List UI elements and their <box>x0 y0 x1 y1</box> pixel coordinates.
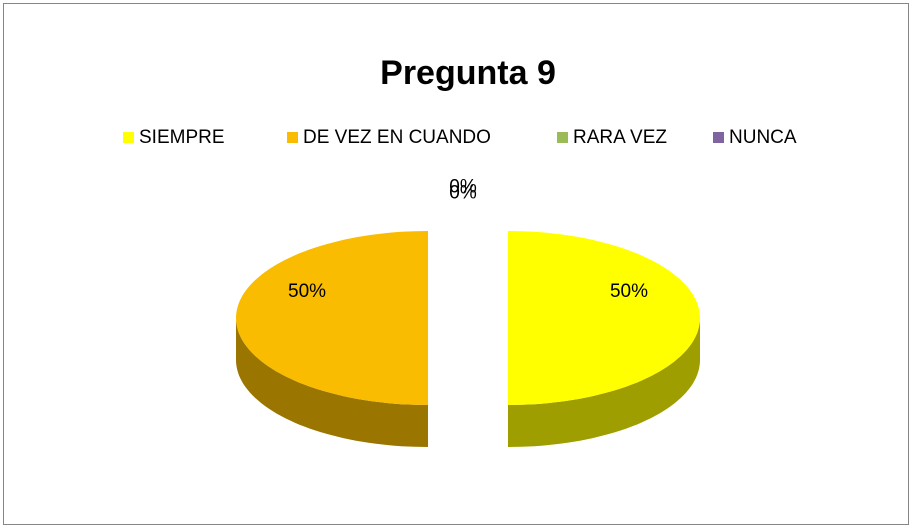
slice-side <box>236 318 428 447</box>
data-label: 0% <box>449 183 477 204</box>
slice <box>236 231 428 405</box>
legend-swatch <box>713 132 724 143</box>
slice <box>508 231 700 405</box>
slice-side <box>508 318 700 447</box>
legend-label: NUNCA <box>729 127 797 148</box>
legend-swatch <box>287 132 298 143</box>
legend-label: SIEMPRE <box>139 127 225 148</box>
data-label: 50% <box>288 281 326 302</box>
legend-label: DE VEZ EN CUANDO <box>303 127 491 148</box>
legend-swatch <box>123 132 134 143</box>
chart-title: Pregunta 9 <box>380 54 556 92</box>
legend-label: RARA VEZ <box>573 127 667 148</box>
legend-swatch <box>557 132 568 143</box>
chart-border <box>3 3 909 525</box>
data-label: 0% <box>449 177 477 198</box>
data-label: 50% <box>610 281 648 302</box>
